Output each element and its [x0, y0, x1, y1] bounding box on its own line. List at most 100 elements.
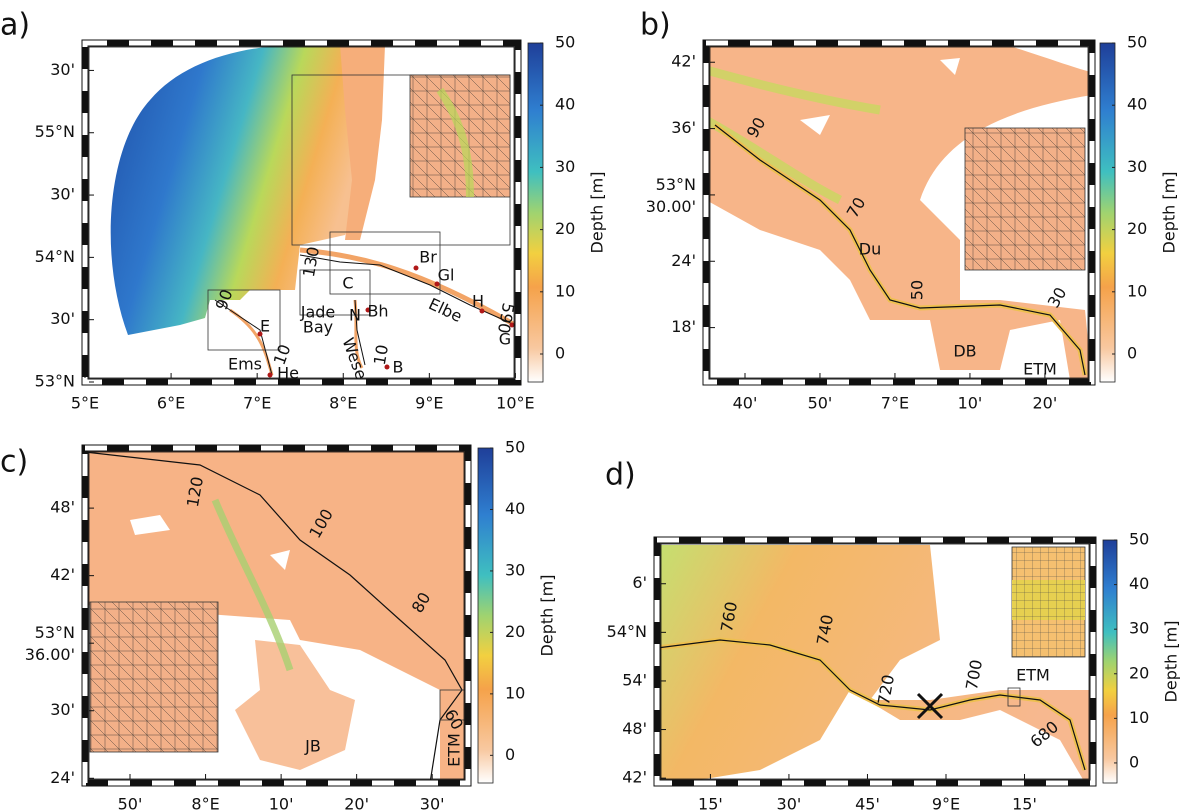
x-tick-label: 50' — [808, 394, 833, 413]
place-label: 10 — [370, 343, 392, 366]
colorbar-label: Depth [m] — [1162, 621, 1181, 703]
colorbar-tick-label: 10 — [505, 683, 525, 702]
panel-label: d) — [605, 458, 636, 493]
place-label: B — [393, 358, 404, 377]
place-label: Du — [859, 240, 881, 259]
y-tick-label: 54°N — [35, 247, 75, 266]
y-tick-label-line: 36.00' — [25, 645, 75, 664]
x-tick-label: 50' — [118, 795, 143, 812]
colorbar-tick-label: 50 — [1129, 530, 1149, 549]
colorbar-tick-label: 20 — [555, 219, 575, 238]
y-tick-label: 42' — [671, 52, 696, 71]
place-label: C — [342, 274, 353, 293]
colorbar-tick-label: 30 — [555, 157, 575, 176]
colorbar-tick-label: 20 — [1129, 663, 1149, 682]
place-label: 700 — [962, 658, 986, 691]
panel-label: a) — [0, 8, 30, 43]
x-tick-label: 45' — [855, 795, 880, 812]
x-tick-label: 10°E — [496, 394, 534, 413]
y-tick-label: 24' — [671, 251, 696, 270]
colorbar-tick-label: 0 — [1127, 344, 1137, 363]
place-label: 50 — [908, 280, 927, 300]
colorbar-tick-label: 40 — [1127, 95, 1147, 114]
colorbar-tick-label: 30 — [1127, 157, 1147, 176]
x-tick-label: 7°E — [243, 394, 271, 413]
y-tick-label-line: 30.00' — [646, 196, 696, 215]
colorbar-label: Depth [m] — [588, 172, 607, 254]
colorbar — [1099, 42, 1116, 383]
map-frame-dash — [703, 40, 1095, 385]
x-tick-label: 20' — [344, 795, 369, 812]
y-tick-label: 42' — [622, 768, 647, 787]
colorbar-tick-label: 40 — [1129, 574, 1149, 593]
map-frame-dash — [654, 537, 1096, 786]
y-tick-label: 53°N 36.00' — [25, 623, 75, 664]
place-label: Bay — [303, 318, 333, 337]
x-tick-label: 9°E — [932, 795, 960, 812]
y-tick-label-line: 53°N — [35, 623, 75, 642]
place-label: ETM — [445, 733, 464, 767]
x-tick-label: 10' — [958, 394, 983, 413]
place-label: Jade — [300, 303, 336, 322]
x-tick-label: 8°E — [191, 795, 219, 812]
place-label: E — [260, 317, 270, 336]
y-tick-label: 36' — [671, 118, 696, 137]
y-tick-label: 18' — [671, 317, 696, 336]
colorbar-tick-label: 50 — [555, 33, 575, 52]
y-tick-label: 54' — [622, 670, 647, 689]
map-frame-inner — [88, 451, 465, 780]
place-label: H — [472, 292, 484, 311]
y-tick-label: 30' — [50, 185, 75, 204]
place-label: 130 — [299, 245, 323, 278]
colorbar — [477, 447, 494, 784]
y-tick-label: 30' — [50, 309, 75, 328]
colorbar-tick-label: 30 — [505, 560, 525, 579]
x-tick-label: 6°E — [157, 394, 185, 413]
place-label: ETM — [1016, 666, 1050, 685]
colorbar-tick-label: 20 — [1127, 219, 1147, 238]
colorbar — [1102, 539, 1118, 784]
colorbar-tick-label: 50 — [1127, 33, 1147, 52]
colorbar-tick-label: 10 — [555, 281, 575, 300]
map-b — [706, 43, 1092, 380]
x-tick-label: 30' — [420, 795, 445, 812]
map-frame-inner — [88, 46, 515, 379]
map-d — [657, 545, 1093, 783]
colorbar — [527, 42, 544, 383]
y-tick-label: 48' — [622, 719, 647, 738]
colorbar-tick-label: 40 — [555, 95, 575, 114]
y-tick-label: 24' — [50, 768, 75, 787]
x-tick-label: 5°E — [71, 394, 99, 413]
colorbar-tick-label: 40 — [505, 499, 525, 518]
x-tick-label: 8°E — [329, 394, 357, 413]
x-tick-label: 20' — [1033, 394, 1058, 413]
colorbar-tick-label: 20 — [505, 622, 525, 641]
x-tick-label: 10' — [269, 795, 294, 812]
colorbar-tick-label: 50 — [505, 438, 525, 457]
place-label: Br — [419, 248, 437, 267]
colorbar-label: Depth [m] — [538, 575, 557, 657]
map-c — [85, 448, 468, 783]
y-tick-label: 53°N 30.00' — [646, 174, 696, 215]
map-frame-dash — [82, 40, 521, 385]
place-label: DB — [953, 342, 976, 361]
x-tick-label: 15' — [1012, 795, 1037, 812]
colorbar-tick-label: 0 — [555, 344, 565, 363]
place-label: N — [349, 306, 361, 325]
place-label: G — [499, 330, 511, 349]
colorbar-tick-label: 10 — [1129, 708, 1149, 727]
y-tick-label: 30' — [50, 60, 75, 79]
colorbar-tick-label: 0 — [505, 745, 515, 764]
y-tick-label: 48' — [50, 498, 75, 517]
y-tick-label: 53°N — [35, 372, 75, 391]
x-tick-label: 15' — [698, 795, 723, 812]
map-frame-inner — [660, 543, 1090, 780]
y-tick-label: 55°N — [35, 122, 75, 141]
x-tick-label: 30' — [777, 795, 802, 812]
x-tick-label: 9°E — [415, 394, 443, 413]
y-tick-label: 6' — [632, 573, 647, 592]
panel-label: b) — [640, 8, 671, 43]
colorbar-label: Depth [m] — [1160, 172, 1179, 254]
